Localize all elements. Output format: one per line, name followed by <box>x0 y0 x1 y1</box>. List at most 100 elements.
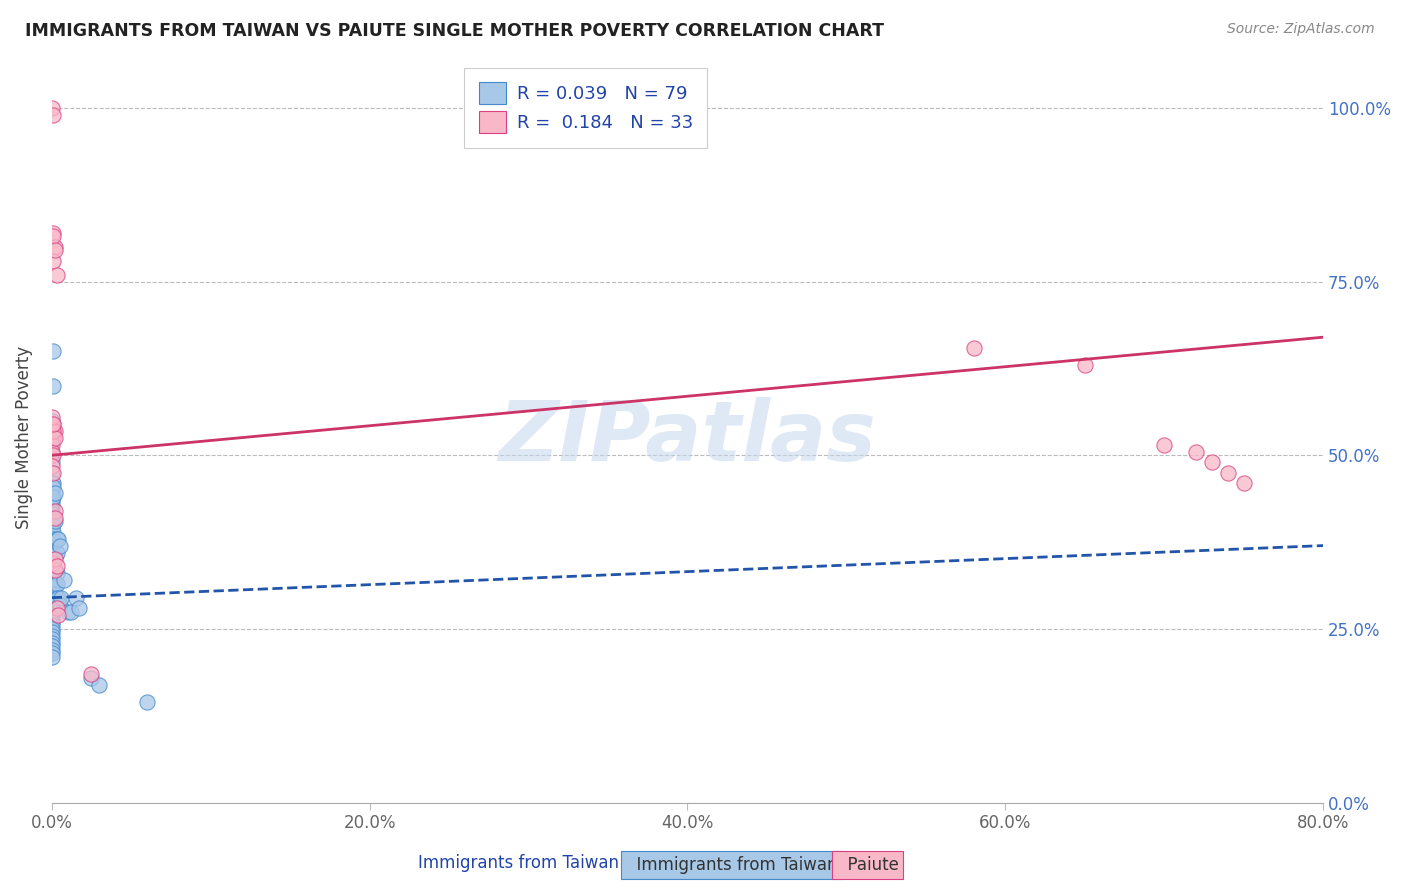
Point <box>41 574 63 588</box>
Point <box>42 431 65 445</box>
Point <box>41 510 63 524</box>
Point <box>962 341 984 355</box>
Point <box>65 591 87 605</box>
Point <box>44 504 66 518</box>
Point <box>42 417 65 431</box>
Point <box>41 625 63 640</box>
Point <box>41 508 63 522</box>
Point <box>41 479 63 493</box>
Point <box>1185 445 1208 459</box>
Point <box>45 566 67 581</box>
Point <box>89 677 111 691</box>
Point <box>1233 476 1256 491</box>
Point <box>41 490 63 504</box>
Point <box>44 594 66 608</box>
Point <box>41 517 63 532</box>
Point <box>42 379 65 393</box>
Point <box>41 552 63 566</box>
Point <box>41 632 63 647</box>
Point <box>41 500 63 515</box>
Text: Immigrants from Taiwan: Immigrants from Taiwan <box>418 855 619 872</box>
Point <box>1201 455 1223 469</box>
Point <box>41 566 63 581</box>
Point <box>44 552 66 566</box>
Point <box>41 646 63 660</box>
Point <box>46 591 69 605</box>
Legend: R = 0.039   N = 79, R =  0.184   N = 33: R = 0.039 N = 79, R = 0.184 N = 33 <box>464 68 707 148</box>
Point <box>41 493 63 508</box>
Point <box>45 576 67 591</box>
Point <box>56 605 79 619</box>
Point <box>41 601 63 615</box>
Point <box>45 268 67 282</box>
Point <box>59 605 82 619</box>
Point <box>44 424 66 438</box>
Point <box>41 580 63 594</box>
Point <box>44 514 66 528</box>
Point <box>41 640 63 654</box>
Text: Source: ZipAtlas.com: Source: ZipAtlas.com <box>1227 22 1375 37</box>
Point <box>41 438 63 452</box>
Point <box>42 556 65 570</box>
Point <box>42 510 65 524</box>
Point <box>41 622 63 636</box>
Point <box>44 244 66 258</box>
Text: ZIPatlas: ZIPatlas <box>499 398 876 478</box>
Point <box>42 479 65 493</box>
Point <box>41 549 63 563</box>
Point <box>1074 358 1097 372</box>
Point <box>41 528 63 542</box>
Point <box>41 598 63 612</box>
Point <box>41 101 63 115</box>
Point <box>41 455 63 469</box>
Point <box>42 448 65 462</box>
Point <box>42 344 65 359</box>
Point <box>48 539 70 553</box>
Point <box>42 229 65 244</box>
Text: IMMIGRANTS FROM TAIWAN VS PAIUTE SINGLE MOTHER POVERTY CORRELATION CHART: IMMIGRANTS FROM TAIWAN VS PAIUTE SINGLE … <box>25 22 884 40</box>
Point <box>41 486 63 500</box>
Point <box>80 671 103 685</box>
Point <box>136 695 159 709</box>
Point <box>41 591 63 605</box>
Point <box>44 431 66 445</box>
Point <box>45 601 67 615</box>
Point <box>41 434 63 449</box>
Point <box>46 532 69 546</box>
Point <box>41 458 63 473</box>
Point <box>41 497 63 511</box>
Point <box>44 576 66 591</box>
Point <box>41 649 63 664</box>
Point <box>45 559 67 574</box>
Point <box>41 535 63 549</box>
Point <box>41 618 63 632</box>
Point <box>41 466 63 480</box>
Point <box>48 598 70 612</box>
Point <box>41 445 63 459</box>
Point <box>41 605 63 619</box>
Point <box>41 594 63 608</box>
Point <box>44 563 66 577</box>
Point <box>41 587 63 601</box>
Point <box>41 476 63 491</box>
Point <box>41 615 63 629</box>
Point <box>42 253 65 268</box>
Text: Immigrants from Taiwan: Immigrants from Taiwan <box>626 856 837 874</box>
Point <box>42 466 65 480</box>
Point <box>44 563 66 577</box>
Point <box>41 410 63 425</box>
Point <box>41 424 63 438</box>
Point <box>46 608 69 623</box>
Point <box>41 514 63 528</box>
Point <box>42 532 65 546</box>
Point <box>44 549 66 563</box>
Point <box>41 448 63 462</box>
Point <box>44 535 66 549</box>
Point <box>42 108 65 122</box>
Point <box>42 490 65 504</box>
Point <box>1216 466 1239 480</box>
Point <box>41 636 63 650</box>
Point <box>53 574 76 588</box>
Y-axis label: Single Mother Poverty: Single Mother Poverty <box>15 346 32 530</box>
Point <box>41 611 63 625</box>
